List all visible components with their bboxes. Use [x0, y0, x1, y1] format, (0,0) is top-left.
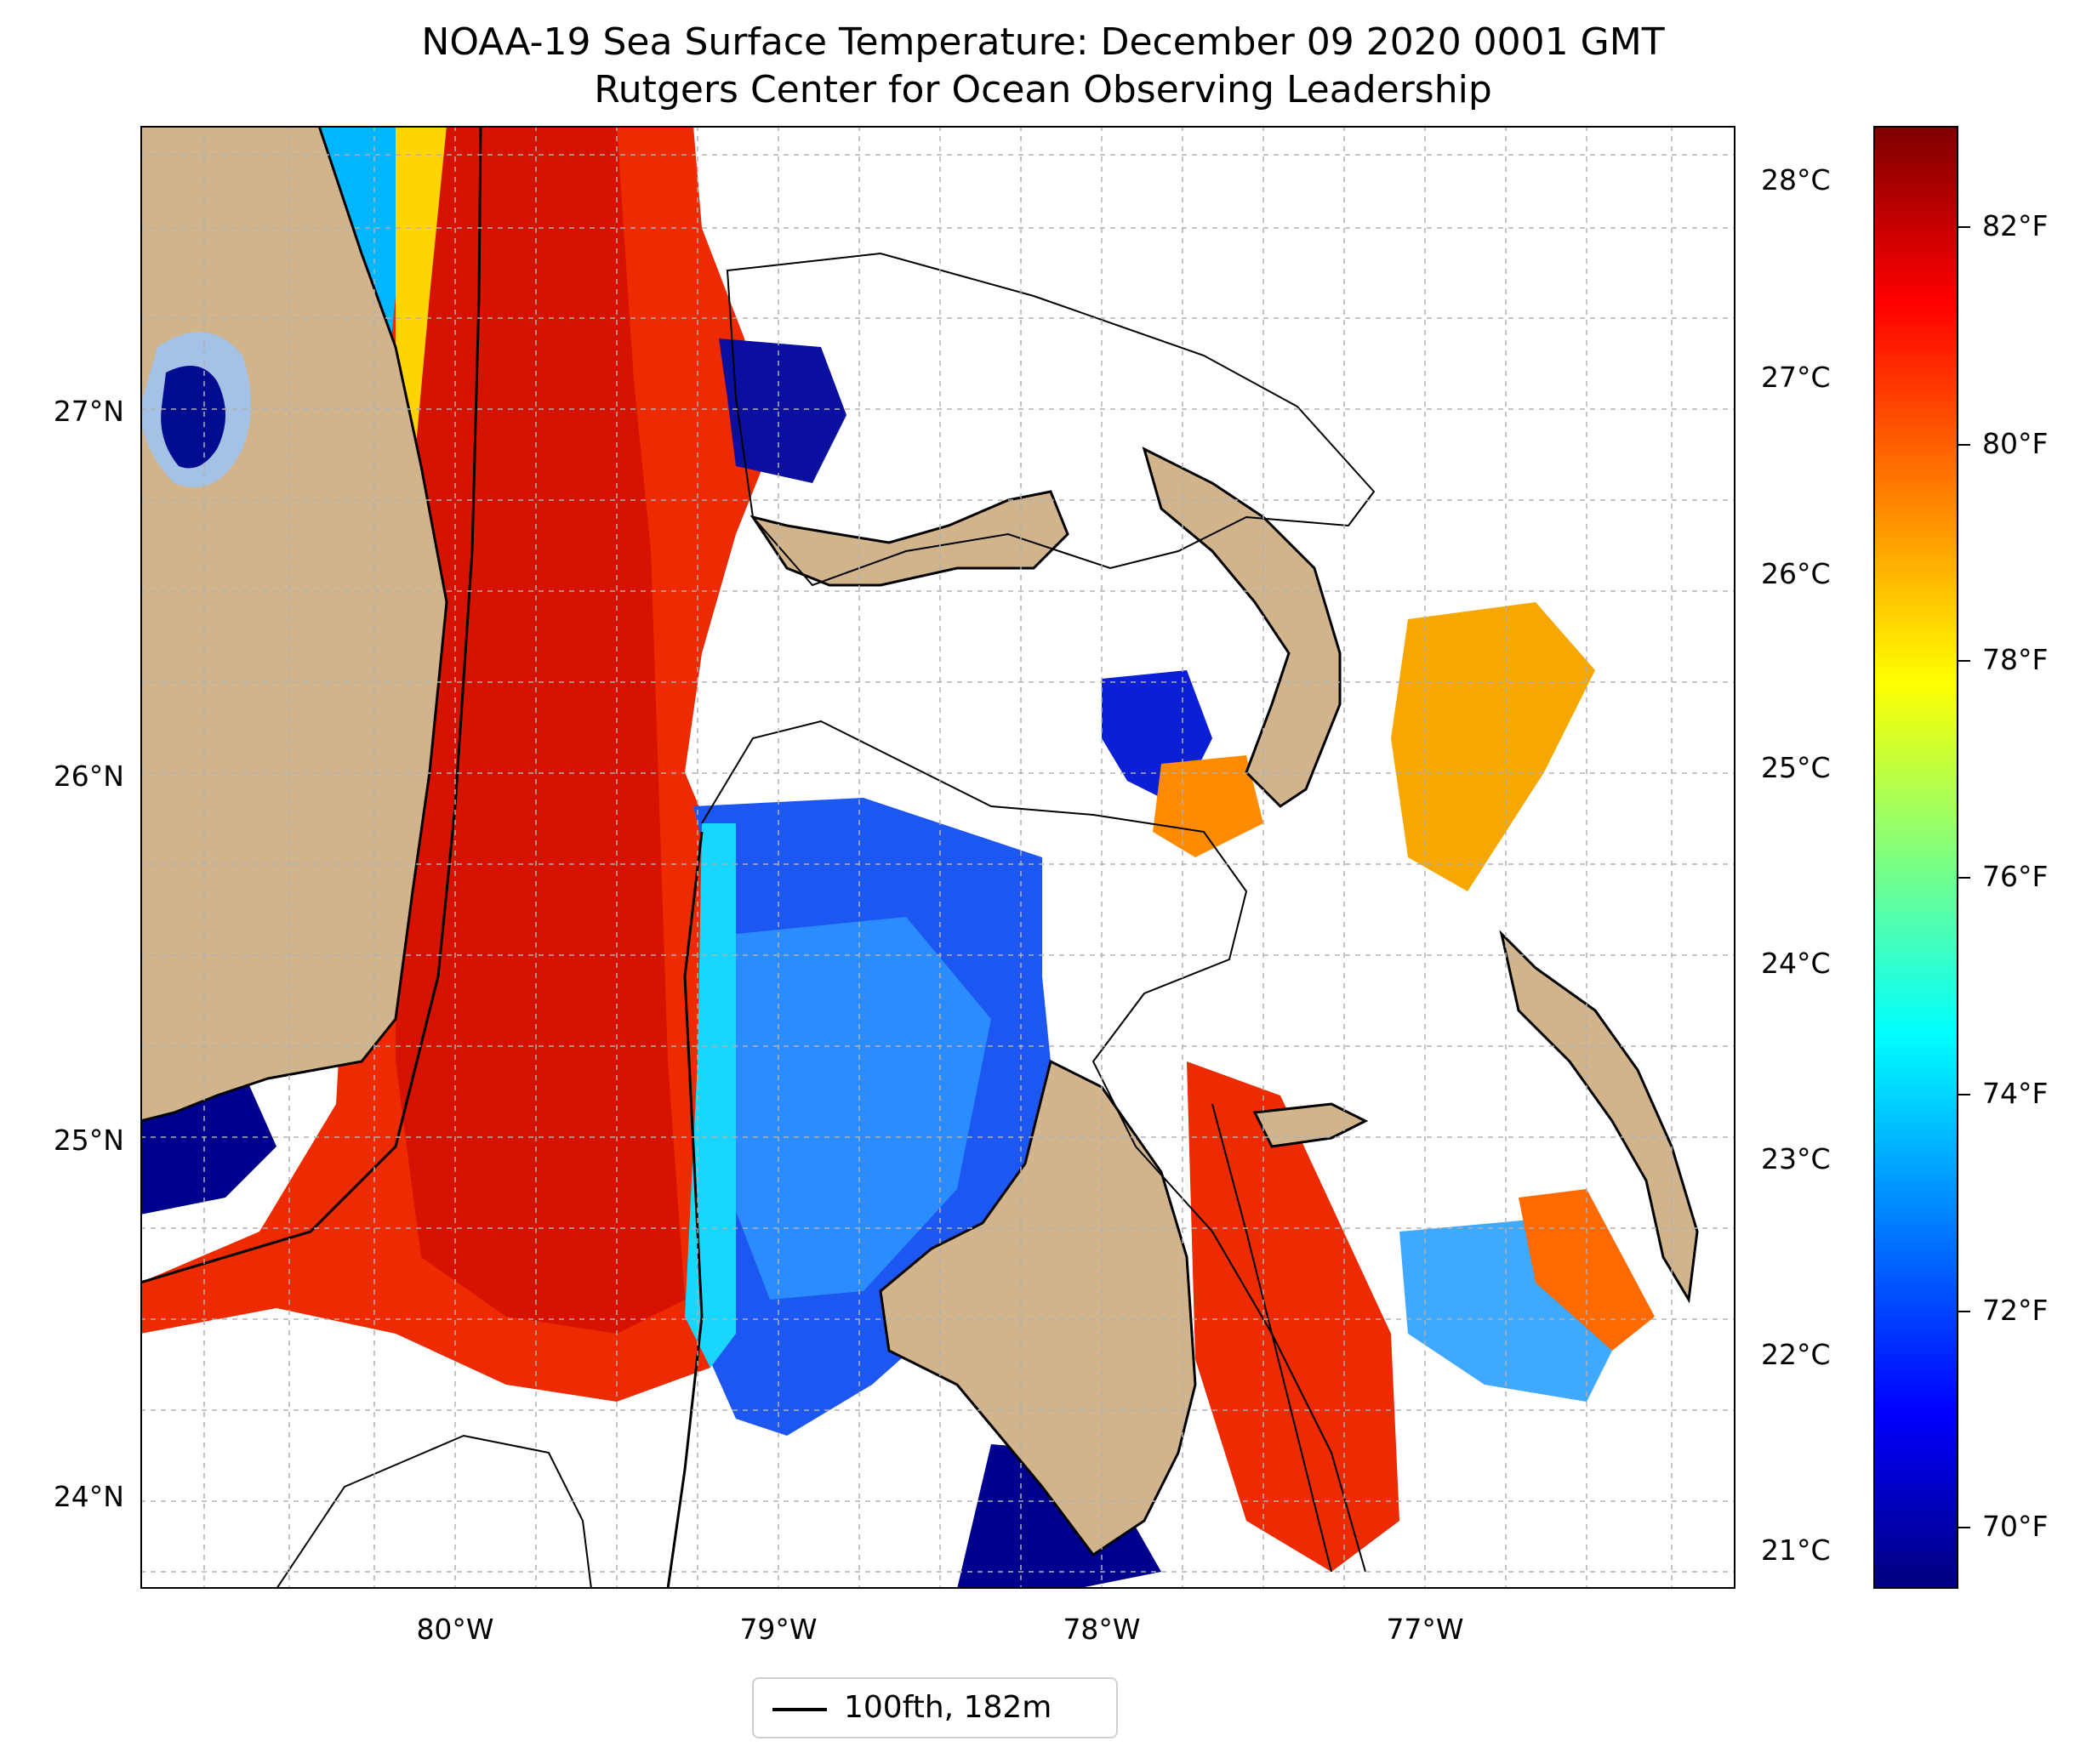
celsius-label-28: 28°C — [1761, 163, 1831, 196]
celsius-label-22: 22°C — [1761, 1338, 1831, 1371]
colorbar-tick — [1958, 1094, 1970, 1095]
bank-contour-great — [701, 720, 1366, 1573]
lat-label-26: 26°N — [53, 760, 124, 793]
celsius-label-26: 26°C — [1761, 557, 1831, 590]
colorbar-tick — [1958, 226, 1970, 228]
map-frame — [140, 126, 1735, 1589]
lat-label-24: 24°N — [53, 1480, 124, 1513]
grand-bahama-land — [749, 490, 1069, 587]
lake-okeechobee-sst — [161, 366, 225, 469]
graticule — [140, 126, 1735, 1589]
celsius-label-25: 25°C — [1761, 751, 1831, 784]
abaco-land — [1142, 447, 1342, 808]
cold-patch-nw — [719, 339, 846, 483]
isobath-legend: 100fth, 182m — [752, 1677, 1118, 1738]
cold-patch-south — [957, 1444, 1161, 1589]
lon-label-77: 77°W — [1386, 1613, 1464, 1646]
colorbar-label-78f: 78°F — [1982, 643, 2049, 676]
colorbar-tick — [1958, 660, 1970, 662]
legend-label: 100fth, 182m — [844, 1690, 1052, 1725]
colorbar-tick — [1958, 877, 1970, 879]
eleuthera-land — [1499, 930, 1699, 1304]
map-subtitle: Rutgers Center for Ocean Observing Leade… — [594, 68, 1492, 111]
colorbar-label-72f: 72°F — [1982, 1294, 2049, 1327]
isobath-100fth-andros — [1211, 1103, 1332, 1573]
lat-label-27: 27°N — [53, 395, 124, 428]
celsius-label-23: 23°C — [1761, 1142, 1831, 1175]
new-providence-land — [1252, 1102, 1369, 1148]
lat-label-25: 25°N — [53, 1124, 124, 1157]
warm-patch-south-east — [1187, 1061, 1399, 1572]
warm-patch-east — [1391, 602, 1595, 891]
celsius-label-24: 24°C — [1761, 947, 1831, 980]
colorbar-label-70f: 70°F — [1982, 1510, 2049, 1543]
bank-contour-little — [726, 252, 1376, 587]
sst-map — [140, 126, 1735, 1589]
colorbar-tick — [1958, 444, 1970, 446]
temperature-colorbar — [1873, 126, 1958, 1589]
colorbar-tick — [1958, 1527, 1970, 1528]
celsius-label-21: 21°C — [1761, 1534, 1831, 1567]
lon-label-78: 78°W — [1063, 1613, 1141, 1646]
gulf-stream-core — [396, 126, 685, 1334]
celsius-label-27: 27°C — [1761, 361, 1831, 394]
isobath-100fth — [140, 126, 482, 1284]
warm-patch-center — [1153, 755, 1263, 857]
colorbar-tick — [1958, 1311, 1970, 1312]
lon-label-79: 79°W — [739, 1613, 818, 1646]
colorbar-label-82f: 82°F — [1982, 209, 2049, 242]
legend-line-swatch — [772, 1708, 827, 1711]
colorbar-label-74f: 74°F — [1982, 1077, 2049, 1110]
colorbar-label-80f: 80°F — [1982, 427, 2049, 460]
colorbar-label-76f: 76°F — [1982, 860, 2049, 893]
isobath-south — [276, 1434, 592, 1589]
map-title: NOAA-19 Sea Surface Temperature: Decembe… — [421, 20, 1665, 64]
lon-label-80: 80°W — [416, 1613, 494, 1646]
andros-land — [879, 1059, 1197, 1557]
